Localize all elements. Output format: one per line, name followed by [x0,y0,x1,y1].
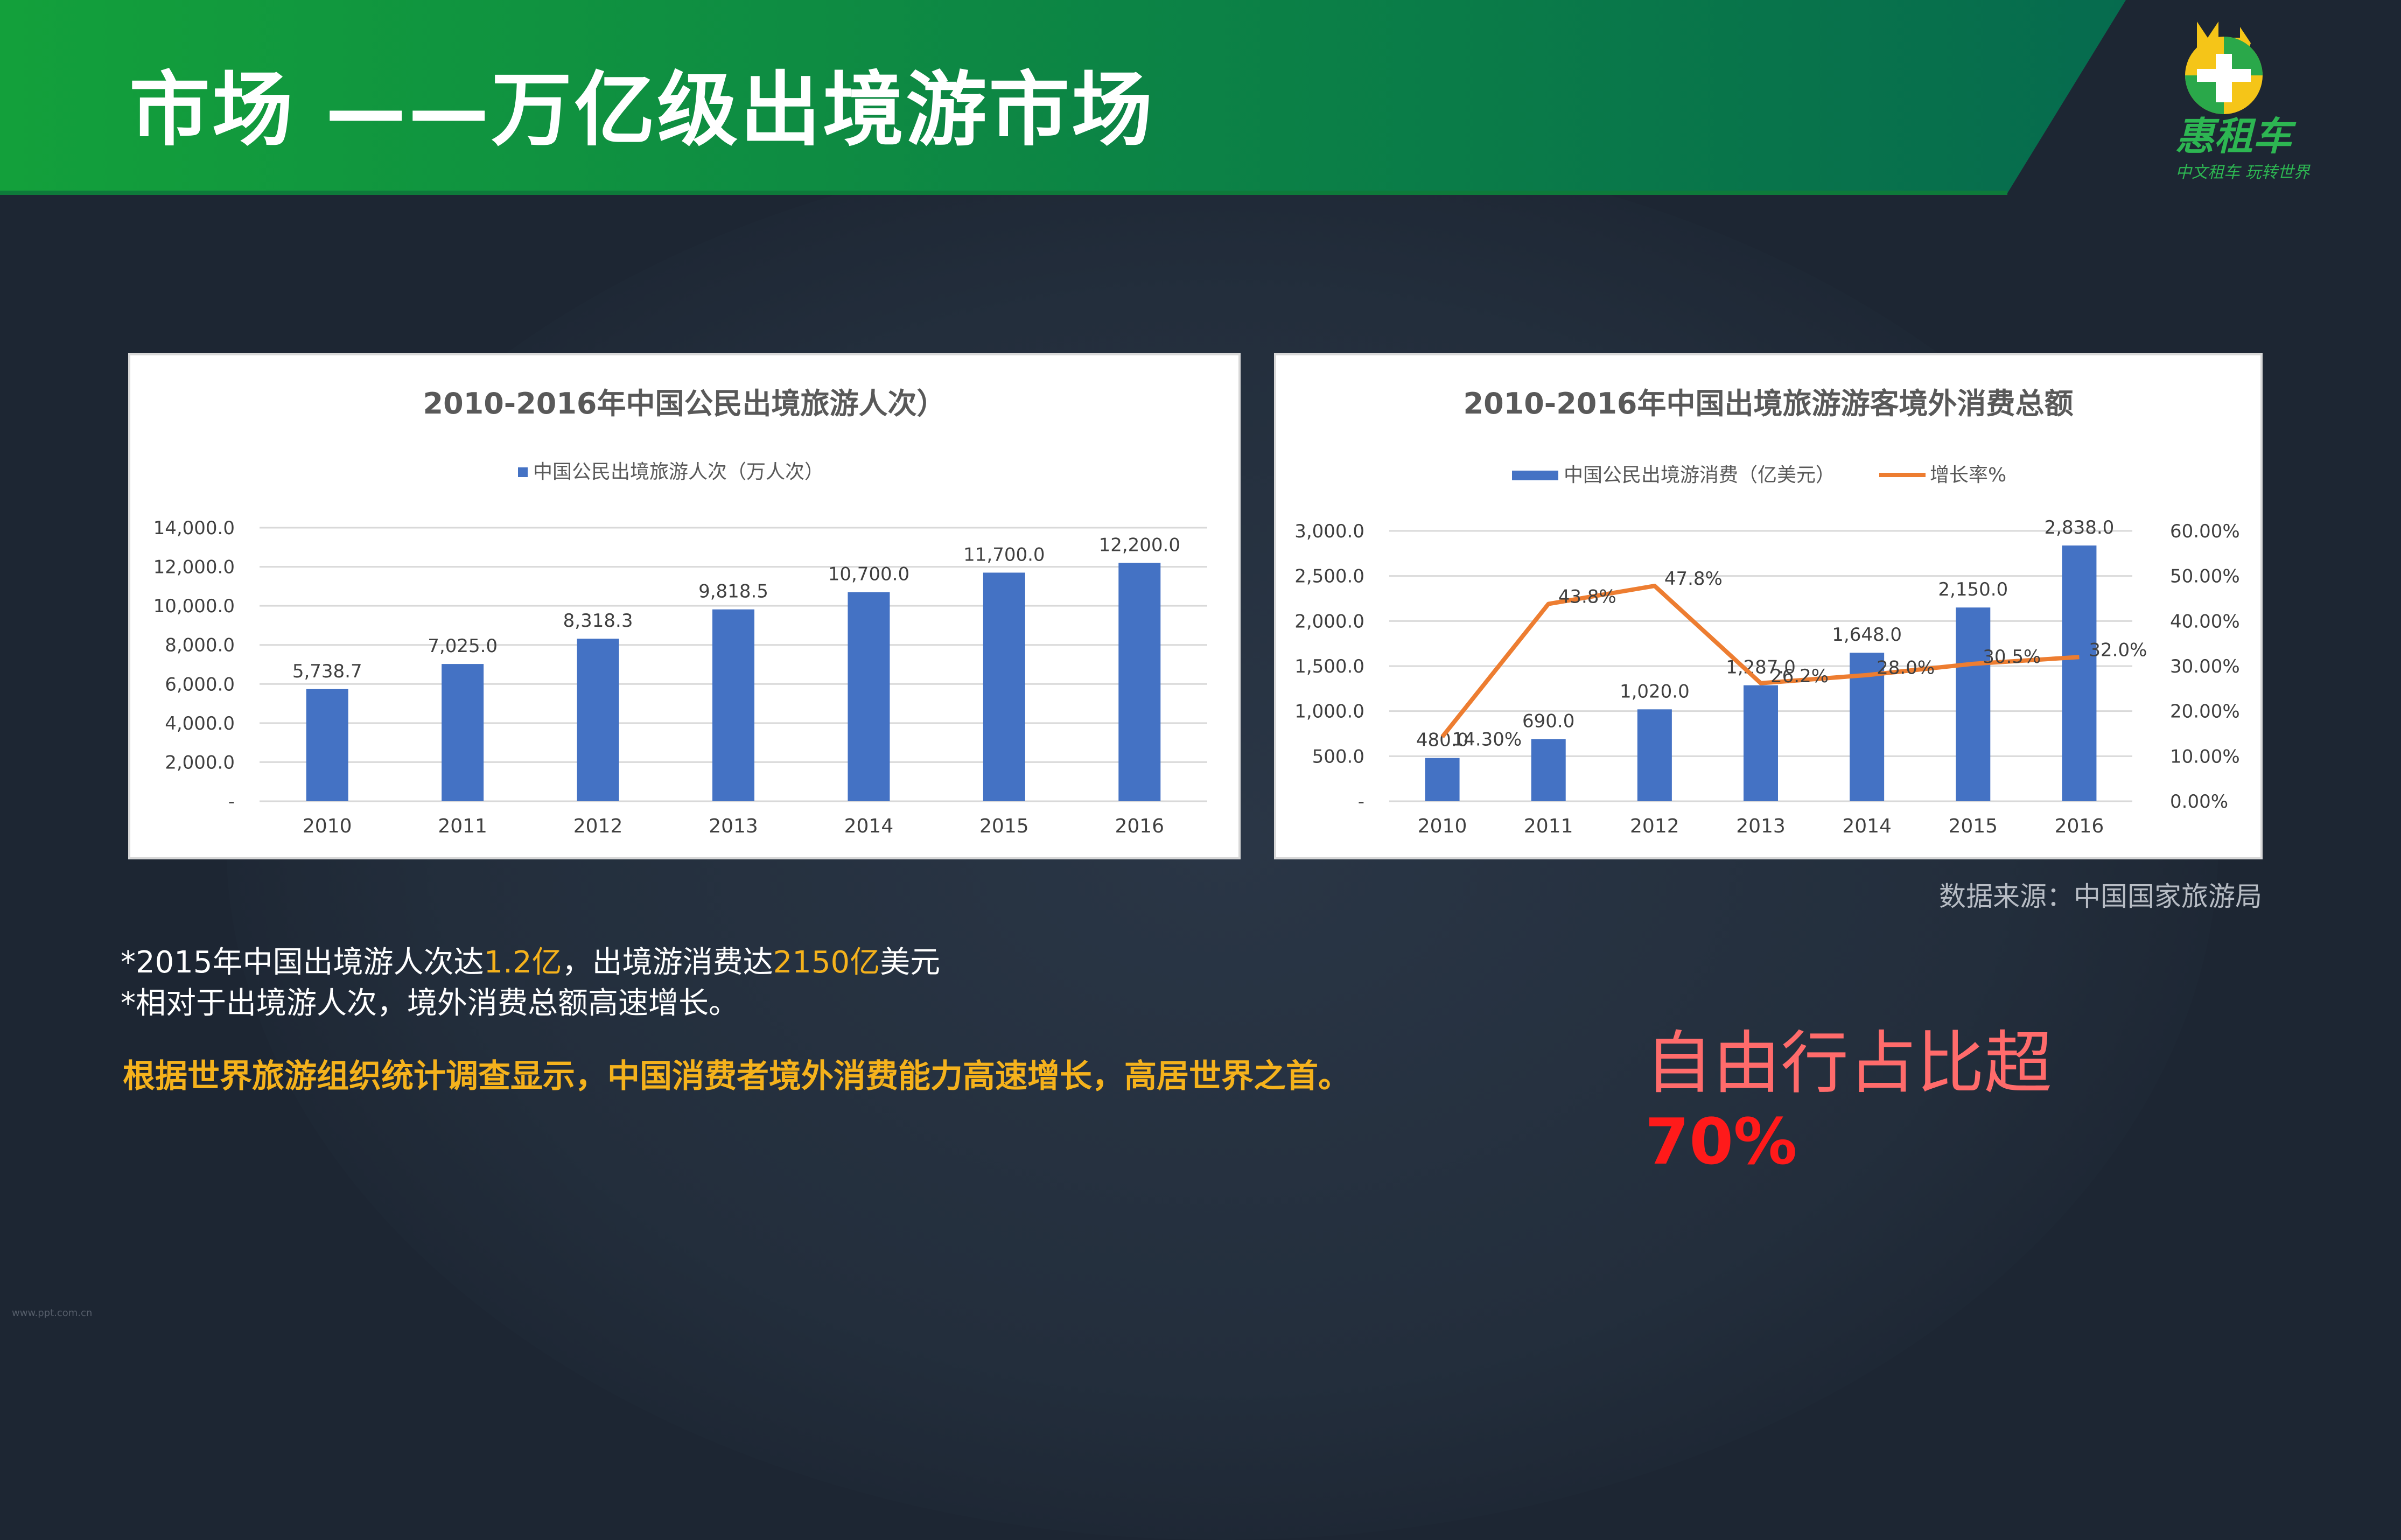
x-tick-label: 2010 [303,815,352,837]
y-tick-label: 2,500.0 [1294,566,1364,587]
note-text: 美元 [880,945,941,980]
y-tick-label: 1,500.0 [1294,656,1364,677]
y-tick-label: 2,000.0 [165,752,235,773]
legend-label: 中国公民出境游消费（亿美元） [1564,464,1835,486]
data-label: 480.0 [1416,730,1468,751]
brand-name: 惠租车 [2175,114,2297,159]
x-tick-label: 2014 [844,815,894,837]
data-label: 2,838.0 [2045,517,2115,538]
data-label: 1,020.0 [1620,681,1690,702]
y-tick-label: 2,000.0 [1294,611,1364,632]
y2-tick-label: 20.00% [2170,701,2240,723]
y-tick-label: 12,000.0 [153,557,235,578]
header-bar [0,0,2126,195]
growth-rate-label: 43.8% [1558,586,1616,608]
y-tick-label: 6,000.0 [165,674,235,695]
x-tick-label: 2016 [1115,815,1164,837]
tourist-trips-chart: 2010-2016年中国公民出境旅游人次） 中国公民出境旅游人次（万人次） - 2,0… [128,353,1241,859]
y2-tick-label: 10.00% [2170,746,2240,767]
bar [306,689,348,801]
y2-tick-label: 0.00% [2170,791,2228,813]
bar [2062,545,2097,801]
tourist-trips-chart-svg: 2010-2016年中国公民出境旅游人次） 中国公民出境旅游人次（万人次） - 2,0… [153,387,1207,837]
bar [1531,739,1566,801]
brand-logo: 惠租车 中文租车 玩转世界 [2165,16,2380,188]
data-label: 12,200.0 [1099,534,1180,556]
bar [1637,709,1672,801]
growth-rate-label: 30.5% [1983,646,2041,668]
x-tick-label: 2015 [1948,815,1998,837]
x-tick-label: 2011 [1524,815,1573,837]
y-tick-label: 10,000.0 [153,596,235,617]
bar [983,572,1025,801]
x-tick-label: 2011 [438,815,487,837]
y2-tick-label: 40.00% [2170,611,2240,632]
growth-rate-label: 32.0% [2089,639,2147,661]
note-line-2: *相对于出境游人次，境外消费总额高速增长。 [121,986,739,1021]
legend-swatch [518,467,528,477]
data-label: 690.0 [1522,711,1574,732]
note-text: *2015年中国出境游人次达 [121,945,484,980]
callout-text: 自由行占比超 [1645,1024,2052,1103]
y2-tick-label: 50.00% [2170,566,2240,587]
note-highlight-trips: 1.2亿 [484,945,562,980]
growth-rate-label: 28.0% [1877,657,1935,679]
bar [1744,685,1778,801]
x-tick-label: 2013 [709,815,758,837]
bar [712,609,754,801]
x-tick-label: 2013 [1736,815,1786,837]
spending-chart: 2010-2016年中国出境旅游游客境外消费总额中国公民出境游消费（亿美元） 增长… [1274,353,2263,859]
brand-slogan: 中文租车 玩转世界 [2175,163,2311,182]
growth-rate-label: 47.8% [1664,568,1723,590]
y-tick-label: 14,000.0 [153,517,235,539]
note-text: ，出境游消费达 [562,945,773,980]
bar [1118,563,1161,801]
callout-value: 70% [1645,1104,1797,1179]
growth-rate-line [1440,584,2080,738]
bar [577,639,619,801]
y2-tick-label: 30.00% [2170,656,2240,677]
data-source: 数据来源：中国国家旅游局 [1939,881,2262,912]
y-tick-label: 500.0 [1312,746,1364,767]
data-label: 7,025.0 [428,635,498,657]
growth-rate-label: 26.2% [1770,666,1829,687]
bar [1425,758,1460,801]
y-tick-label: 1,000.0 [1294,701,1364,723]
y-tick-label: - [228,791,235,813]
chart-title: 2010-2016年中国公民出境旅游人次） [423,387,946,421]
x-tick-label: 2016 [2055,815,2104,837]
note-line-1: *2015年中国出境游人次达1.2亿，出境游消费达2150亿美元 [121,938,940,982]
bar [1956,607,1991,801]
growth-rate-label: 14.30% [1452,729,1522,750]
x-tick-label: 2012 [1630,815,1679,837]
watermark: www.ppt.com.cn [12,1307,93,1319]
x-tick-label: 2014 [1842,815,1892,837]
note-highlight-spending: 2150亿 [773,945,880,980]
data-label: 11,700.0 [963,544,1045,565]
chart-title: 2010-2016年中国出境旅游游客境外消费总额 [1464,387,2074,421]
data-label: 5,738.7 [292,661,362,682]
legend-swatch-bar [1512,471,1558,480]
data-label: 2,150.0 [1938,579,2008,600]
y2-tick-label: 60.00% [2170,521,2240,542]
legend-label: 中国公民出境旅游人次（万人次） [533,461,824,483]
data-label: 9,818.5 [698,581,768,603]
slide-title: 市场 ——万亿级出境游市场 [129,64,1155,157]
x-tick-label: 2010 [1418,815,1467,837]
bar [848,592,890,801]
y-tick-label: 8,000.0 [165,635,235,656]
giraffe-icon [2185,22,2263,114]
legend-label: 增长率% [1930,464,2006,486]
data-label: 8,318.3 [563,610,633,632]
x-tick-label: 2012 [573,815,623,837]
data-label: 1,648.0 [1832,624,1902,646]
y-tick-label: - [1358,791,1364,813]
data-label: 10,700.0 [828,564,909,585]
bar [442,664,484,801]
y-tick-label: 4,000.0 [165,713,235,734]
x-tick-label: 2015 [979,815,1029,837]
conclusion-text: 根据世界旅游组织统计调查显示，中国消费者境外消费能力高速增长，高居世界之首。 [123,1058,1350,1095]
y-tick-label: 3,000.0 [1294,521,1364,542]
